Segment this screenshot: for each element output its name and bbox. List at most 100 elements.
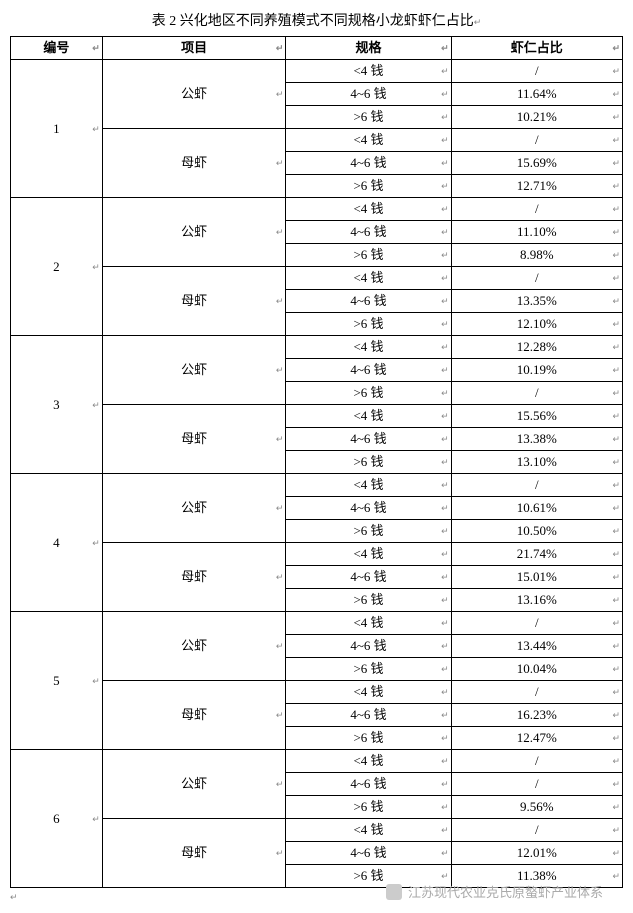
ratio-cell: 9.56%↵ [451, 796, 622, 819]
spec-cell: <4 钱↵ [286, 129, 451, 152]
marker: ↵ [474, 17, 482, 27]
ratio-cell: /↵ [451, 198, 622, 221]
table-body: 1↵公虾↵<4 钱↵/↵4~6 钱↵11.64%↵>6 钱↵10.21%↵母虾↵… [11, 60, 623, 888]
ratio-cell: /↵ [451, 129, 622, 152]
spec-cell: >6 钱↵ [286, 106, 451, 129]
spec-cell: 4~6 钱↵ [286, 704, 451, 727]
ratio-cell: /↵ [451, 681, 622, 704]
table-row: 母虾↵<4 钱↵/↵ [11, 819, 623, 842]
id-cell: 3↵ [11, 336, 103, 474]
ratio-cell: 12.28%↵ [451, 336, 622, 359]
ratio-cell: 13.10%↵ [451, 451, 622, 474]
header-item: 项目↵ [102, 37, 286, 60]
ratio-cell: 11.10%↵ [451, 221, 622, 244]
ratio-cell: 12.01%↵ [451, 842, 622, 865]
id-cell: 6↵ [11, 750, 103, 888]
footer: 江苏现代农业克氏原螯虾产业体系 [386, 882, 603, 901]
spec-cell: <4 钱↵ [286, 474, 451, 497]
ratio-cell: 8.98%↵ [451, 244, 622, 267]
id-cell: 5↵ [11, 612, 103, 750]
spec-cell: 4~6 钱↵ [286, 221, 451, 244]
item-cell: 母虾↵ [102, 129, 286, 198]
table-row: 5↵公虾↵<4 钱↵/↵ [11, 612, 623, 635]
table-row: 1↵公虾↵<4 钱↵/↵ [11, 60, 623, 83]
item-cell: 母虾↵ [102, 543, 286, 612]
header-spec: 规格 ↵ [286, 37, 451, 60]
ratio-cell: 13.44%↵ [451, 635, 622, 658]
spec-cell: 4~6 钱↵ [286, 842, 451, 865]
table-row: 4↵公虾↵<4 钱↵/↵ [11, 474, 623, 497]
spec-cell: <4 钱↵ [286, 405, 451, 428]
spec-cell: >6 钱↵ [286, 589, 451, 612]
ratio-cell: /↵ [451, 750, 622, 773]
spec-cell: <4 钱↵ [286, 750, 451, 773]
id-cell: 2↵ [11, 198, 103, 336]
table-row: 2↵公虾↵<4 钱↵/↵ [11, 198, 623, 221]
ratio-cell: /↵ [451, 819, 622, 842]
spec-cell: <4 钱↵ [286, 681, 451, 704]
ratio-cell: 15.56%↵ [451, 405, 622, 428]
item-cell: 公虾↵ [102, 750, 286, 819]
ratio-cell: /↵ [451, 382, 622, 405]
ratio-cell: 13.38%↵ [451, 428, 622, 451]
header-spec-text: 规格 [356, 40, 382, 55]
spec-cell: >6 钱↵ [286, 520, 451, 543]
ratio-cell: 12.47%↵ [451, 727, 622, 750]
spec-cell: >6 钱↵ [286, 727, 451, 750]
item-cell: 公虾↵ [102, 336, 286, 405]
spec-cell: 4~6 钱↵ [286, 635, 451, 658]
spec-cell: <4 钱↵ [286, 543, 451, 566]
ratio-cell: 16.23%↵ [451, 704, 622, 727]
spec-cell: >6 钱↵ [286, 796, 451, 819]
spec-cell: <4 钱↵ [286, 612, 451, 635]
ratio-cell: 11.64%↵ [451, 83, 622, 106]
ratio-cell: 15.69%↵ [451, 152, 622, 175]
id-cell: 1↵ [11, 60, 103, 198]
ratio-cell: 21.74%↵ [451, 543, 622, 566]
ratio-cell: /↵ [451, 267, 622, 290]
spec-cell: 4~6 钱↵ [286, 497, 451, 520]
spec-cell: 4~6 钱↵ [286, 290, 451, 313]
item-cell: 公虾↵ [102, 612, 286, 681]
data-table: 编号↵ 项目↵ 规格↵ 虾仁占比↵ 1↵公虾↵<4 钱↵/↵4~6 钱↵11.6… [10, 36, 623, 888]
spec-cell: >6 钱↵ [286, 175, 451, 198]
spec-cell: 4~6 钱↵ [286, 428, 451, 451]
item-cell: 母虾↵ [102, 405, 286, 474]
table-row: 6↵公虾↵<4 钱↵/↵ [11, 750, 623, 773]
ratio-cell: 13.35%↵ [451, 290, 622, 313]
item-cell: 公虾↵ [102, 474, 286, 543]
ratio-cell: 13.16%↵ [451, 589, 622, 612]
marker: ↵ [276, 39, 284, 57]
table-row: 母虾↵<4 钱↵15.56%↵ [11, 405, 623, 428]
spec-cell: <4 钱↵ [286, 819, 451, 842]
spec-cell: <4 钱↵ [286, 267, 451, 290]
ratio-cell: /↵ [451, 773, 622, 796]
item-cell: 母虾↵ [102, 681, 286, 750]
table-row: 母虾↵<4 钱↵21.74%↵ [11, 543, 623, 566]
header-ratio: 虾仁占比↵ [451, 37, 622, 60]
ratio-cell: 10.04%↵ [451, 658, 622, 681]
wechat-icon [386, 884, 402, 900]
title-text: 表 2 兴化地区不同养殖模式不同规格小龙虾虾仁占比 [152, 14, 474, 29]
marker: ↵ [612, 39, 620, 57]
spec-cell: 4~6 钱↵ [286, 152, 451, 175]
ratio-cell: /↵ [451, 60, 622, 83]
header-id-text: 编号 [43, 40, 69, 55]
item-cell: 母虾↵ [102, 267, 286, 336]
ratio-cell: /↵ [451, 612, 622, 635]
spec-cell: 4~6 钱↵ [286, 566, 451, 589]
marker: ↵ [441, 39, 449, 57]
spec-cell: >6 钱↵ [286, 313, 451, 336]
ratio-cell: 10.50%↵ [451, 520, 622, 543]
spec-cell: <4 钱↵ [286, 336, 451, 359]
spec-cell: >6 钱↵ [286, 658, 451, 681]
item-cell: 母虾↵ [102, 819, 286, 888]
item-cell: 公虾↵ [102, 198, 286, 267]
table-title: 表 2 兴化地区不同养殖模式不同规格小龙虾虾仁占比↵ [10, 10, 623, 30]
spec-cell: >6 钱↵ [286, 244, 451, 267]
table-row: 3↵公虾↵<4 钱↵12.28%↵ [11, 336, 623, 359]
spec-cell: <4 钱↵ [286, 60, 451, 83]
spec-cell: 4~6 钱↵ [286, 773, 451, 796]
table-row: 母虾↵<4 钱↵/↵ [11, 129, 623, 152]
ratio-cell: 10.21%↵ [451, 106, 622, 129]
